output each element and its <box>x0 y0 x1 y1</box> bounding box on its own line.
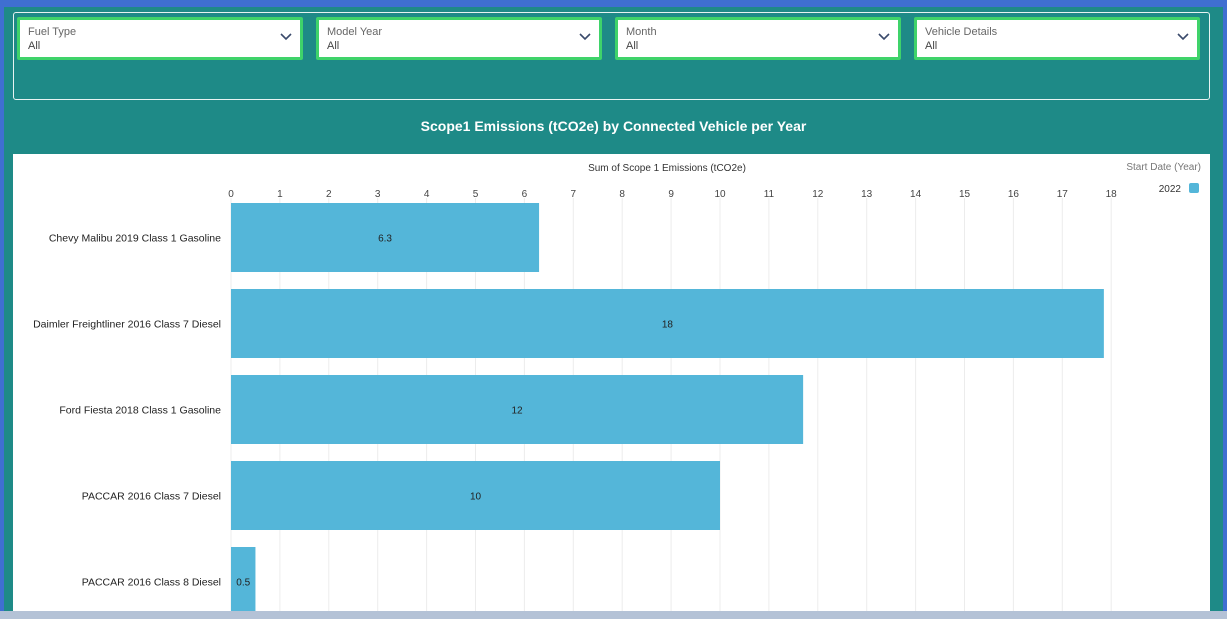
dashboard: Fuel Type All Model Year All Month All V… <box>4 7 1223 616</box>
filter-value: All <box>626 40 639 52</box>
filter-value: All <box>925 40 938 52</box>
x-tick-label: 3 <box>375 189 381 200</box>
x-tick-label: 17 <box>1057 189 1069 200</box>
vehicle-details-filter[interactable]: Vehicle Details All <box>914 17 1200 60</box>
chart-title: Scope1 Emissions (tCO2e) by Connected Ve… <box>420 118 807 134</box>
bar[interactable] <box>231 289 1104 358</box>
chevron-down-icon[interactable] <box>279 30 293 44</box>
legend-title: Start Date (Year) <box>1126 162 1201 173</box>
x-tick-label: 7 <box>571 189 577 200</box>
chevron-down-icon[interactable] <box>1176 30 1190 44</box>
bar[interactable] <box>231 203 540 272</box>
month-filter[interactable]: Month All <box>615 17 901 60</box>
bar[interactable] <box>231 375 804 444</box>
x-tick-label: 14 <box>910 189 922 200</box>
x-tick-label: 6 <box>522 189 528 200</box>
category-label: PACCAR 2016 Class 7 Diesel <box>82 491 221 503</box>
legend-label: 2022 <box>1159 184 1182 195</box>
x-tick-label: 13 <box>861 189 873 200</box>
chevron-down-icon[interactable] <box>877 30 891 44</box>
category-label: Ford Fiesta 2018 Class 1 Gasoline <box>59 405 221 417</box>
x-tick-label: 12 <box>812 189 824 200</box>
category-label: PACCAR 2016 Class 8 Diesel <box>82 577 221 589</box>
filter-panel: Fuel Type All Model Year All Month All V… <box>13 12 1210 100</box>
x-tick-label: 16 <box>1008 189 1020 200</box>
category-label: Chevy Malibu 2019 Class 1 Gasoline <box>49 233 221 245</box>
x-tick-label: 18 <box>1106 189 1118 200</box>
x-tick-label: 1 <box>277 189 283 200</box>
x-axis-label: Sum of Scope 1 Emissions (tCO2e) <box>588 163 746 174</box>
bar-chart: Sum of Scope 1 Emissions (tCO2e) Start D… <box>33 162 1201 616</box>
chevron-down-icon[interactable] <box>578 30 592 44</box>
bottom-strip <box>0 611 1227 619</box>
fuel-type-filter[interactable]: Fuel Type All <box>17 17 303 60</box>
x-tick-label: 8 <box>619 189 625 200</box>
data-label: 10 <box>470 492 482 503</box>
data-label: 18 <box>662 320 674 331</box>
data-label: 6.3 <box>378 234 392 245</box>
x-tick-label: 10 <box>714 189 726 200</box>
filter-label: Month <box>626 26 657 38</box>
filter-label: Fuel Type <box>28 26 77 38</box>
filter-label: Vehicle Details <box>925 26 998 38</box>
bar[interactable] <box>231 547 256 616</box>
x-tick-label: 5 <box>473 189 479 200</box>
category-label: Daimler Freightliner 2016 Class 7 Diesel <box>33 319 221 331</box>
x-tick-label: 0 <box>228 189 234 200</box>
data-label: 0.5 <box>236 578 250 589</box>
model-year-filter[interactable]: Model Year All <box>316 17 602 60</box>
data-label: 12 <box>512 406 524 417</box>
legend-swatch[interactable] <box>1189 183 1199 193</box>
bar[interactable] <box>231 461 720 530</box>
filter-value: All <box>28 40 41 52</box>
chart-panel: Sum of Scope 1 Emissions (tCO2e) Start D… <box>13 154 1210 616</box>
x-tick-label: 4 <box>424 189 430 200</box>
x-tick-label: 2 <box>326 189 332 200</box>
filter-value: All <box>327 40 340 52</box>
x-tick-label: 9 <box>668 189 674 200</box>
x-tick-label: 11 <box>764 189 775 200</box>
filter-label: Model Year <box>327 26 383 38</box>
x-tick-label: 15 <box>959 189 971 200</box>
